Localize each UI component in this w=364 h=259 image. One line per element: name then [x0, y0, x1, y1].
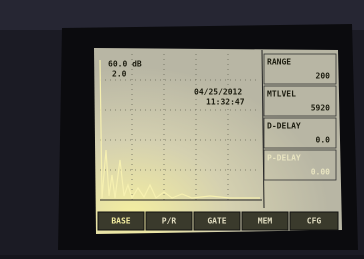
param-value: 5920 [311, 104, 330, 113]
param-label: RANGE [267, 58, 291, 67]
time: 11:32:47 [206, 98, 245, 107]
screen [94, 48, 342, 234]
photo: 60.0 dB 2.0 04/25/2012 11:32:47 RANGE 200… [0, 0, 364, 255]
menu-button[interactable]: GATE [207, 217, 226, 226]
page: 60.0 dB 2.0 04/25/2012 11:32:47 RANGE 200… [0, 0, 364, 255]
gain: 60.0 dB [108, 60, 142, 69]
param-label: P-DELAY [267, 154, 301, 163]
menu-button[interactable]: P/R [162, 217, 177, 226]
menu-button[interactable]: BASE [111, 217, 130, 226]
menu-button[interactable]: MEM [258, 217, 273, 226]
param-value: 200 [316, 72, 331, 81]
param-value: 0.0 [316, 136, 331, 145]
date: 04/25/2012 [194, 88, 242, 97]
param-value: 0.00 [311, 168, 330, 177]
step: 2.0 [112, 70, 127, 79]
menu-button[interactable]: CFG [307, 217, 322, 226]
param-label: MTLVEL [267, 90, 296, 99]
param-label: D-DELAY [267, 122, 301, 131]
